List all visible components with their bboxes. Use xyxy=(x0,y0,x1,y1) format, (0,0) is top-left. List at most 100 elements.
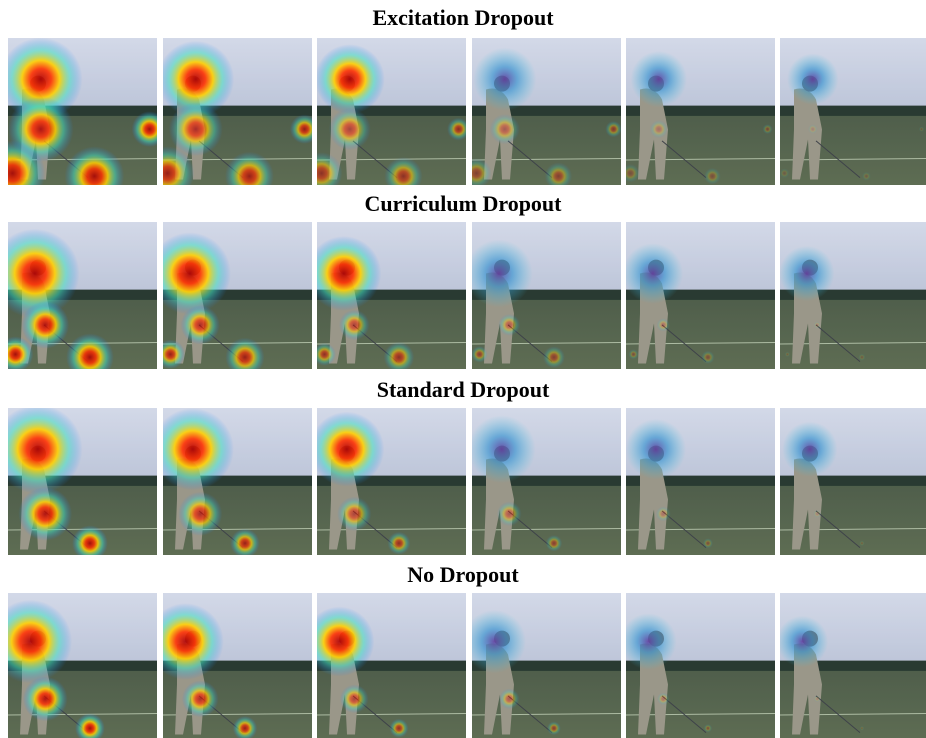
heat-blob xyxy=(543,346,565,368)
heat-blob xyxy=(787,53,839,105)
heat-blob xyxy=(18,487,72,541)
heat-blob xyxy=(181,305,220,344)
heat-blob xyxy=(704,724,712,732)
heatmap-image xyxy=(300,38,470,195)
heat-blob xyxy=(547,721,561,735)
heat-blob xyxy=(309,412,384,487)
heat-blob xyxy=(339,310,370,341)
heatmap-image xyxy=(626,408,775,555)
heatmap-image xyxy=(149,222,312,377)
heat-blob xyxy=(66,333,114,381)
heat-blob xyxy=(473,48,536,111)
heat-blob xyxy=(545,162,572,189)
heat-blob xyxy=(780,168,790,178)
heatmap-image xyxy=(304,593,466,738)
heatmap-image xyxy=(623,222,775,369)
heat-blob xyxy=(813,510,821,518)
heat-blob xyxy=(490,114,520,144)
heat-blob xyxy=(621,164,639,182)
heat-blob xyxy=(315,44,385,114)
heat-blob xyxy=(306,236,381,311)
heat-blob xyxy=(785,352,790,357)
heat-blob xyxy=(384,342,415,373)
heat-blob xyxy=(169,102,223,156)
heat-blob xyxy=(862,172,871,181)
heatmap-image xyxy=(0,222,157,381)
heat-blob xyxy=(156,340,185,369)
heatmap-image xyxy=(780,38,926,185)
heat-blob xyxy=(497,502,522,527)
heat-blob xyxy=(628,349,638,359)
heat-blob xyxy=(620,613,676,669)
heat-blob xyxy=(471,346,487,362)
heat-blob xyxy=(384,157,422,195)
heat-blob xyxy=(657,693,670,706)
heat-blob xyxy=(777,616,829,668)
heat-blob xyxy=(21,301,69,349)
heat-blob xyxy=(623,243,683,303)
heat-blob xyxy=(782,422,837,477)
heat-blob xyxy=(703,538,713,548)
section-title: Standard Dropout xyxy=(377,377,550,402)
heat-blob xyxy=(919,126,924,131)
heat-blob xyxy=(808,124,818,134)
heat-blob xyxy=(290,114,319,143)
heatmap-image xyxy=(621,38,775,185)
heat-blob xyxy=(65,146,125,206)
heatmap-image xyxy=(306,222,466,372)
heatmap-image xyxy=(0,404,157,561)
heat-blob xyxy=(304,607,374,677)
section-title: Curriculum Dropout xyxy=(365,191,563,216)
heat-blob xyxy=(463,610,526,673)
heat-blob xyxy=(650,120,668,138)
heat-blob xyxy=(72,525,108,561)
heatmap-image xyxy=(780,408,926,555)
section-title: No Dropout xyxy=(407,562,519,587)
heat-blob xyxy=(814,695,821,702)
heatmap-image xyxy=(141,38,320,201)
heat-blob xyxy=(389,719,408,738)
heat-blob xyxy=(225,338,264,377)
heat-blob xyxy=(329,108,371,150)
heat-blob xyxy=(152,408,234,490)
heat-blob xyxy=(388,532,411,555)
heat-blob xyxy=(340,685,369,714)
heatmap-image xyxy=(152,408,312,558)
heat-blob xyxy=(763,124,773,134)
heat-blob xyxy=(23,676,68,721)
heat-blob xyxy=(337,497,371,531)
heat-blob xyxy=(704,168,721,185)
heatmap-image xyxy=(147,593,312,738)
heat-blob xyxy=(498,314,520,336)
heat-blob xyxy=(178,492,222,536)
heat-blob xyxy=(657,318,670,331)
figure: Excitation DropoutCurriculum DropoutStan… xyxy=(0,0,926,738)
heat-blob xyxy=(546,535,562,551)
heat-blob xyxy=(499,689,520,710)
heat-blob xyxy=(313,343,336,366)
heat-blob xyxy=(230,529,259,558)
heatmap-image xyxy=(465,222,621,369)
heatmap-image xyxy=(463,593,621,738)
heat-blob xyxy=(779,246,834,301)
heat-blob xyxy=(626,419,686,479)
heat-blob xyxy=(447,118,470,141)
heat-blob xyxy=(860,726,864,730)
heat-blob xyxy=(149,232,231,314)
heatmap-image xyxy=(0,37,167,206)
heat-blob xyxy=(656,506,671,521)
heat-blob xyxy=(225,152,274,201)
heat-blob xyxy=(147,603,224,680)
heat-blob xyxy=(182,681,219,718)
heat-blob xyxy=(605,121,621,137)
heat-blob xyxy=(468,415,536,483)
heat-blob xyxy=(814,321,821,328)
heatmap-image xyxy=(461,38,621,190)
heatmap-image xyxy=(468,408,621,555)
heat-blob xyxy=(701,351,714,364)
heat-blob xyxy=(631,51,687,107)
heatmap-image xyxy=(620,593,775,738)
heatmap-image xyxy=(0,593,157,738)
heatmap-image xyxy=(777,593,926,738)
heatmap-image xyxy=(779,222,926,369)
